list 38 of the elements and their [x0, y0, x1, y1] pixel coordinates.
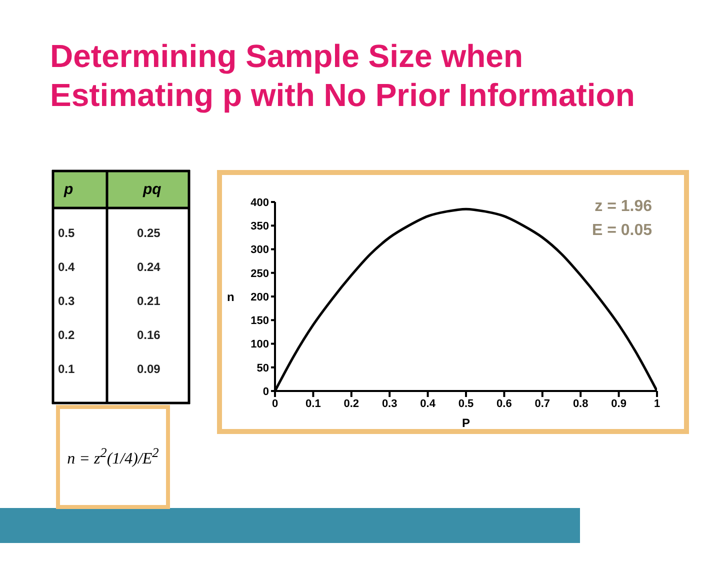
annotation: E = 0.05 — [592, 222, 652, 239]
data-label: 0.09 — [137, 362, 161, 376]
y-tick-label: 0.4 — [58, 260, 76, 274]
y-tick-label: 300 — [250, 244, 269, 256]
x-axis-title: P — [462, 416, 470, 430]
annotation: z = 1.96 — [594, 198, 652, 215]
x-tick-label: 0.4 — [420, 398, 436, 410]
data-label: 0.21 — [137, 294, 161, 308]
y-tick-label: 0.1 — [58, 362, 76, 376]
data-label: 0.24 — [137, 260, 161, 274]
x-tick-label: 0.8 — [572, 398, 588, 410]
chart-title: Determining Sample Size when Estimating p with No Prior Information — [50, 38, 635, 113]
y-tick-label: 200 — [250, 291, 269, 304]
y-tick-label: 50 — [256, 362, 269, 374]
y-tick-label: 0.5 — [58, 226, 76, 240]
x-tick-label: 0.6 — [496, 398, 512, 410]
y-tick-label: 150 — [250, 315, 269, 328]
y-tick-label: 0.2 — [58, 328, 76, 342]
y-tick-label: 250 — [250, 268, 269, 280]
x-tick-label: pq — [142, 180, 162, 198]
x-tick-label: 1 — [654, 398, 660, 410]
y-tick-label: 100 — [250, 338, 269, 351]
x-tick-label: 0.5 — [458, 398, 474, 410]
text: n = z$^{2}$(1/4)/E$^{2}$ — [67, 445, 159, 469]
y-tick-label: 350 — [250, 220, 269, 233]
y-axis-title: n — [227, 290, 234, 304]
x-tick-label: 0.2 — [344, 398, 360, 410]
y-axis-title: p — [63, 180, 74, 198]
x-tick-label: 0.9 — [611, 398, 626, 410]
data-label: 0.16 — [137, 328, 161, 342]
x-tick-label: 0 — [272, 398, 278, 410]
x-tick-label: 0.7 — [534, 398, 550, 410]
y-tick-label: 0 — [262, 386, 269, 398]
y-tick-label: 0.3 — [58, 294, 76, 308]
x-tick-label: 0.1 — [306, 398, 321, 410]
data-label: 0.25 — [137, 226, 161, 240]
y-tick-label: 400 — [250, 196, 269, 209]
x-tick-label: 0.3 — [382, 398, 398, 410]
